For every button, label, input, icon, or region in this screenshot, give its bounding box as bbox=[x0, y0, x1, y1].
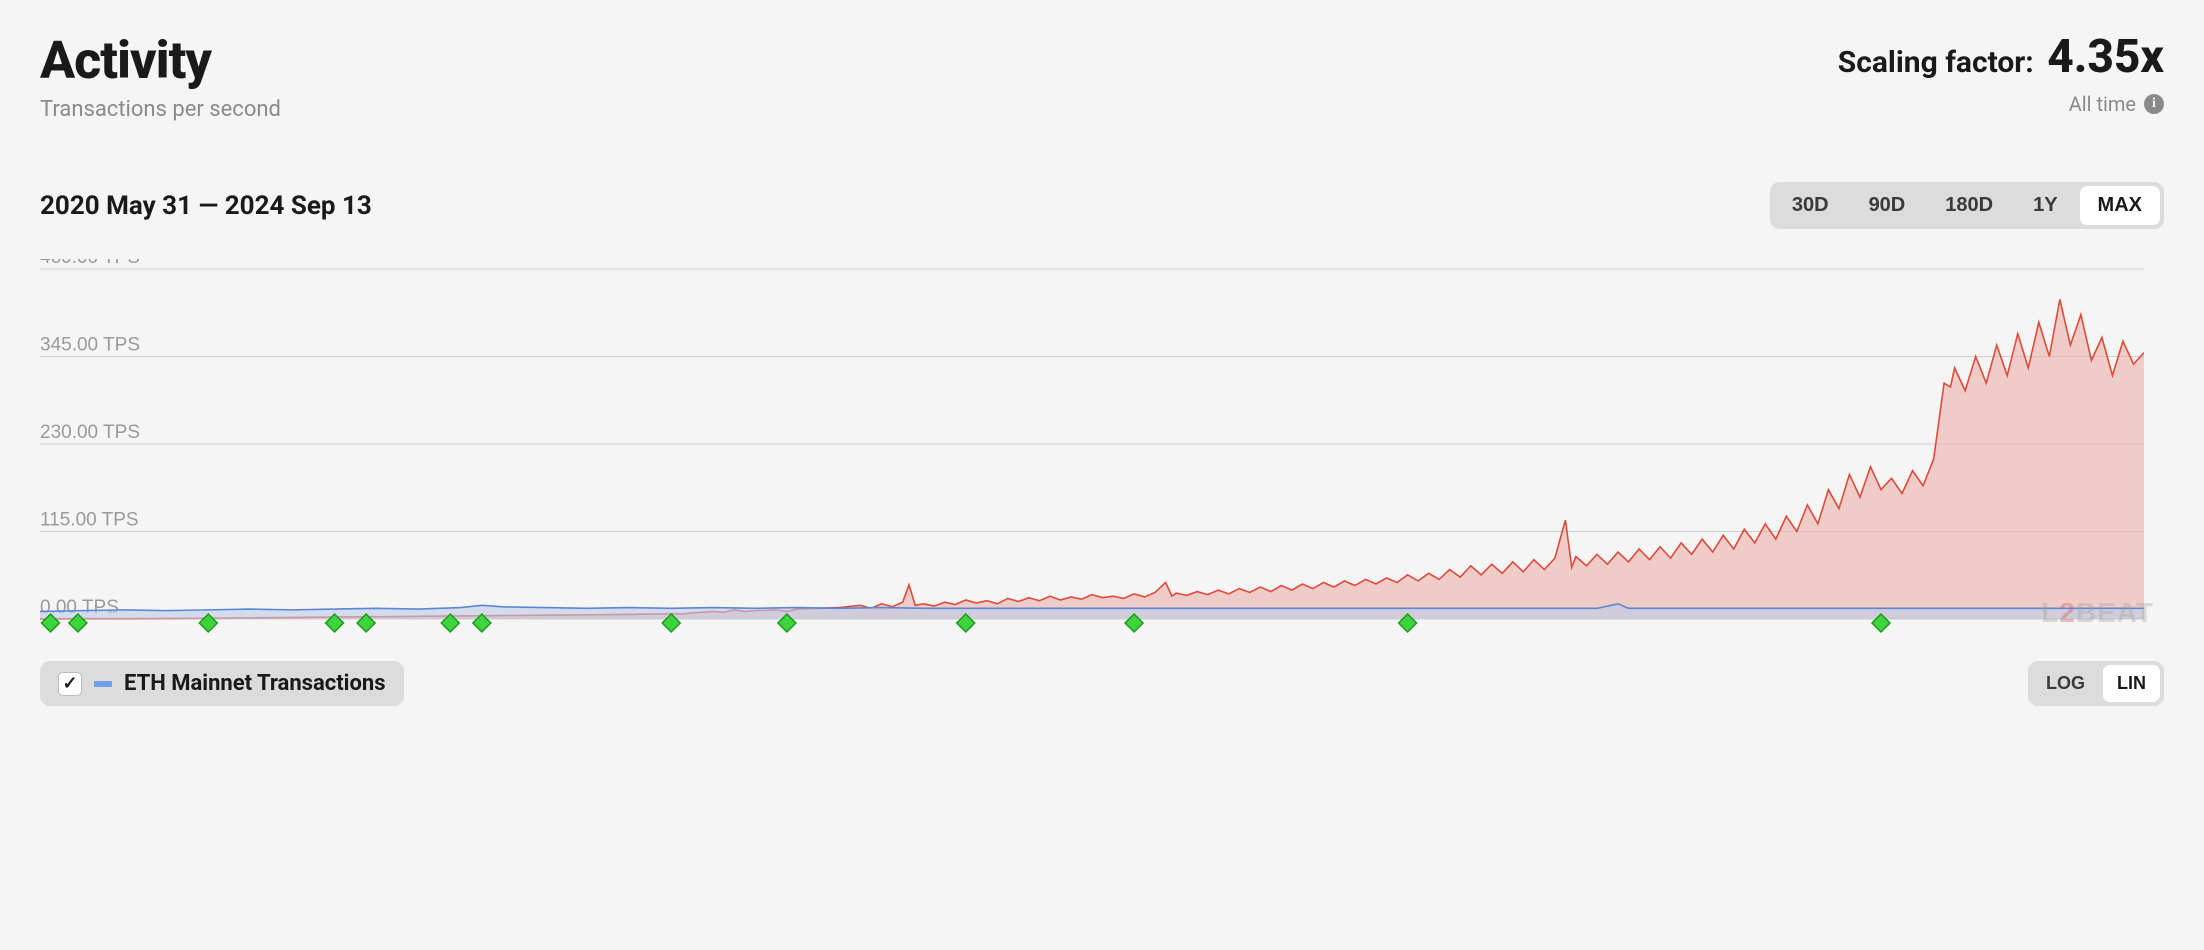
checkbox-icon[interactable]: ✓ bbox=[58, 672, 82, 696]
info-icon[interactable]: i bbox=[2144, 94, 2164, 114]
range-btn-180d[interactable]: 180D bbox=[1927, 186, 2011, 225]
range-btn-90d[interactable]: 90D bbox=[1851, 186, 1924, 225]
watermark: L2BEAT bbox=[2041, 597, 2154, 629]
svg-text:230.00 TPS: 230.00 TPS bbox=[40, 422, 140, 443]
period-label: All time bbox=[2069, 92, 2136, 116]
title-block: Activity Transactions per second bbox=[40, 30, 281, 122]
scale-btn-lin[interactable]: LIN bbox=[2103, 665, 2160, 702]
page-subtitle: Transactions per second bbox=[40, 97, 281, 122]
scaling-block: Scaling factor: 4.35x All time i bbox=[1838, 30, 2164, 116]
legend-label: ETH Mainnet Transactions bbox=[124, 671, 386, 696]
svg-text:460.00 TPS: 460.00 TPS bbox=[40, 259, 140, 268]
range-buttons: 30D90D180D1YMAX bbox=[1770, 182, 2164, 229]
range-btn-30d[interactable]: 30D bbox=[1774, 186, 1847, 225]
legend-eth-mainnet[interactable]: ✓ ETH Mainnet Transactions bbox=[40, 661, 404, 706]
tps-chart[interactable]: 0.00 TPS115.00 TPS230.00 TPS345.00 TPS46… bbox=[40, 259, 2144, 639]
svg-text:345.00 TPS: 345.00 TPS bbox=[40, 335, 140, 356]
scaling-value: 4.35x bbox=[2047, 30, 2164, 84]
page-title: Activity bbox=[40, 30, 281, 91]
scale-buttons: LOGLIN bbox=[2028, 661, 2164, 706]
scale-btn-log[interactable]: LOG bbox=[2032, 665, 2099, 702]
legend-swatch bbox=[94, 681, 112, 687]
range-btn-max[interactable]: MAX bbox=[2080, 186, 2160, 225]
date-range: 2020 May 31 — 2024 Sep 13 bbox=[40, 191, 372, 221]
svg-text:115.00 TPS: 115.00 TPS bbox=[40, 510, 139, 531]
scaling-label: Scaling factor: bbox=[1838, 45, 2034, 80]
range-btn-1y[interactable]: 1Y bbox=[2015, 186, 2075, 225]
chart-wrap: 0.00 TPS115.00 TPS230.00 TPS345.00 TPS46… bbox=[40, 259, 2164, 639]
